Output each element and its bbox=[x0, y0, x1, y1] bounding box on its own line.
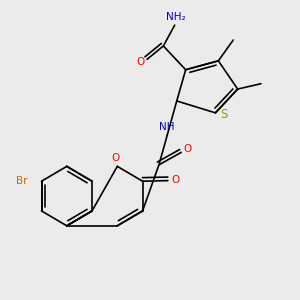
Text: O: O bbox=[112, 153, 120, 163]
Text: O: O bbox=[136, 57, 145, 67]
Text: NH: NH bbox=[160, 122, 175, 132]
Text: O: O bbox=[184, 144, 192, 154]
Text: O: O bbox=[171, 175, 179, 185]
Text: NH₂: NH₂ bbox=[166, 12, 186, 22]
Text: S: S bbox=[220, 108, 228, 121]
Text: Br: Br bbox=[16, 176, 28, 186]
